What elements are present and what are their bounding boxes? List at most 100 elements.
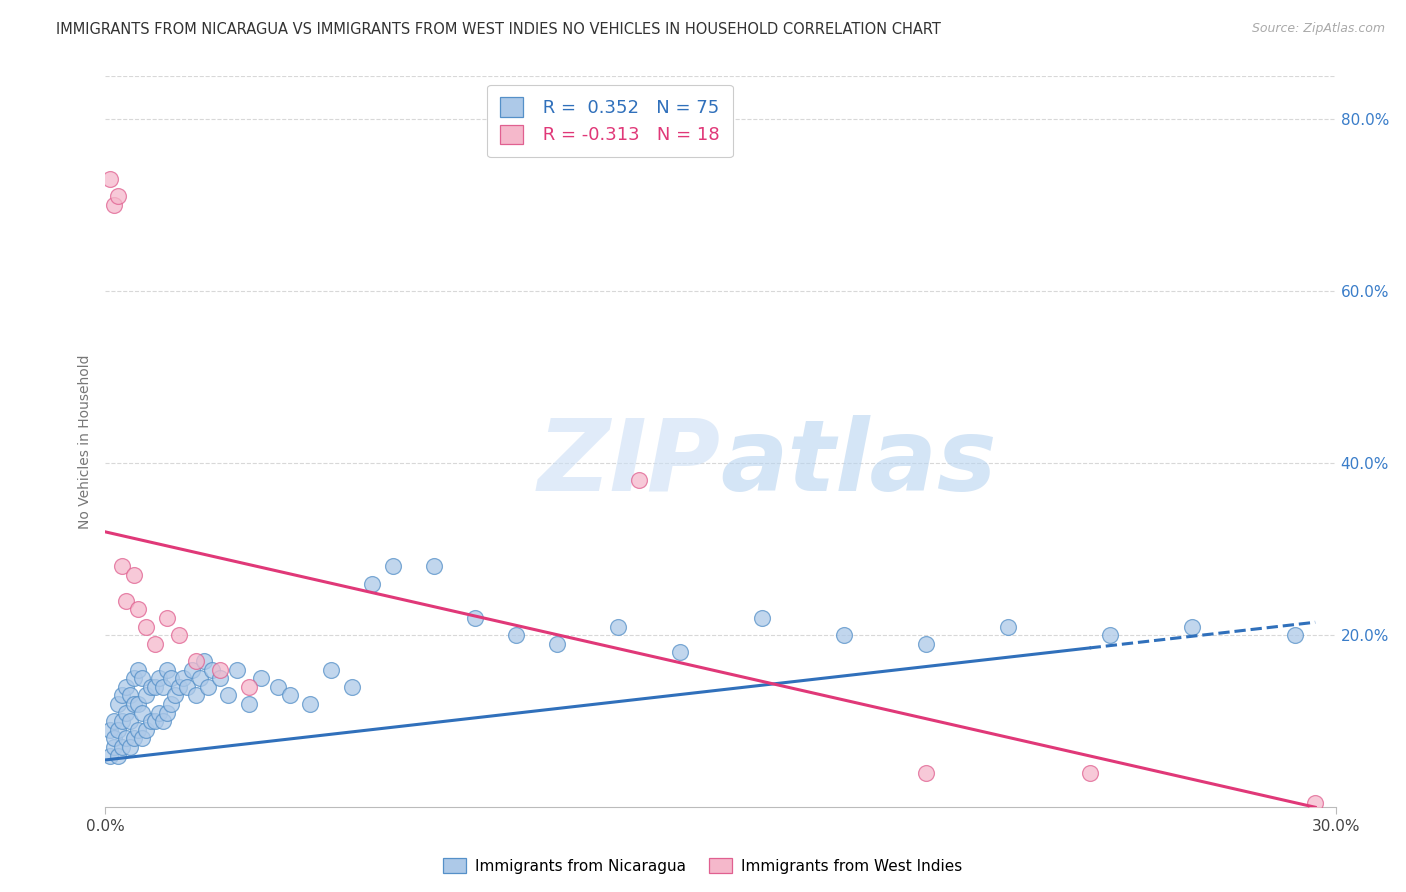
Point	[218, 689, 240, 703]
Point	[238, 680, 260, 694]
Point	[209, 671, 232, 685]
Point	[238, 697, 260, 711]
Point	[131, 731, 153, 746]
Point	[832, 628, 855, 642]
Point	[180, 663, 202, 677]
Point	[319, 663, 342, 677]
Point	[156, 663, 179, 677]
Point	[505, 628, 527, 642]
Point	[143, 680, 166, 694]
Point	[914, 765, 936, 780]
Point	[156, 706, 179, 720]
Point	[122, 568, 145, 582]
Point	[914, 637, 936, 651]
Point	[278, 689, 301, 703]
Point	[165, 689, 187, 703]
Point	[160, 671, 183, 685]
Point	[131, 706, 153, 720]
Point	[107, 697, 129, 711]
Point	[122, 671, 145, 685]
Point	[546, 637, 568, 651]
Point	[148, 706, 170, 720]
Text: ZIP: ZIP	[537, 415, 721, 512]
Point	[193, 654, 215, 668]
Point	[115, 706, 138, 720]
Point	[361, 576, 384, 591]
Point	[1303, 796, 1326, 810]
Point	[627, 473, 650, 487]
Point	[111, 714, 134, 729]
Point	[127, 663, 149, 677]
Point	[668, 645, 690, 659]
Point	[143, 714, 166, 729]
Point	[103, 714, 125, 729]
Point	[127, 723, 149, 737]
Point	[184, 689, 207, 703]
Point	[176, 680, 198, 694]
Point	[98, 748, 121, 763]
Point	[340, 680, 363, 694]
Point	[160, 697, 183, 711]
Point	[156, 611, 179, 625]
Point	[122, 697, 145, 711]
Point	[107, 748, 129, 763]
Point	[131, 671, 153, 685]
Point	[997, 619, 1019, 633]
Point	[148, 671, 170, 685]
Legend: Immigrants from Nicaragua, Immigrants from West Indies: Immigrants from Nicaragua, Immigrants fr…	[437, 852, 969, 880]
Point	[139, 680, 162, 694]
Point	[127, 602, 149, 616]
Point	[107, 723, 129, 737]
Point	[120, 739, 141, 754]
Point	[751, 611, 773, 625]
Point	[267, 680, 290, 694]
Point	[103, 731, 125, 746]
Point	[135, 619, 157, 633]
Point	[111, 559, 134, 574]
Point	[127, 697, 149, 711]
Point	[120, 714, 141, 729]
Legend:  R =  0.352   N = 75,  R = -0.313   N = 18: R = 0.352 N = 75, R = -0.313 N = 18	[486, 85, 733, 157]
Point	[381, 559, 404, 574]
Point	[184, 654, 207, 668]
Text: atlas: atlas	[721, 415, 997, 512]
Point	[115, 680, 138, 694]
Point	[1181, 619, 1204, 633]
Point	[115, 731, 138, 746]
Point	[1099, 628, 1122, 642]
Point	[143, 637, 166, 651]
Text: Source: ZipAtlas.com: Source: ZipAtlas.com	[1251, 22, 1385, 36]
Point	[169, 628, 191, 642]
Point	[201, 663, 224, 677]
Point	[607, 619, 630, 633]
Point	[103, 739, 125, 754]
Point	[1078, 765, 1101, 780]
Point	[188, 671, 211, 685]
Point	[98, 723, 121, 737]
Point	[422, 559, 444, 574]
Point	[98, 172, 121, 186]
Point	[107, 189, 129, 203]
Point	[209, 663, 232, 677]
Point	[111, 689, 134, 703]
Point	[135, 689, 157, 703]
Point	[197, 680, 219, 694]
Point	[464, 611, 486, 625]
Point	[152, 714, 174, 729]
Point	[120, 689, 141, 703]
Point	[172, 671, 194, 685]
Point	[103, 198, 125, 212]
Point	[152, 680, 174, 694]
Point	[225, 663, 247, 677]
Point	[139, 714, 162, 729]
Point	[122, 731, 145, 746]
Point	[111, 739, 134, 754]
Text: IMMIGRANTS FROM NICARAGUA VS IMMIGRANTS FROM WEST INDIES NO VEHICLES IN HOUSEHOL: IMMIGRANTS FROM NICARAGUA VS IMMIGRANTS …	[56, 22, 941, 37]
Point	[135, 723, 157, 737]
Point	[250, 671, 273, 685]
Y-axis label: No Vehicles in Household: No Vehicles in Household	[77, 354, 91, 529]
Point	[169, 680, 191, 694]
Point	[299, 697, 322, 711]
Point	[1284, 628, 1306, 642]
Point	[115, 593, 138, 607]
